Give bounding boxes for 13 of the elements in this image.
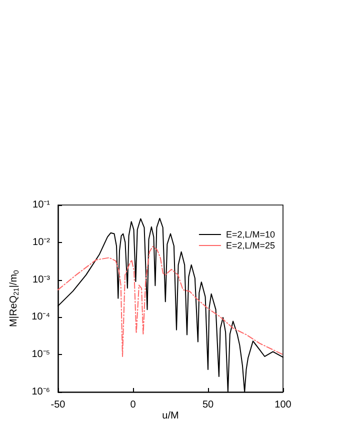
x-tick-label: 50 bbox=[202, 400, 214, 410]
y-tick-label: 10⁻⁴ bbox=[32, 312, 50, 323]
x-tick-label: -50 bbox=[50, 400, 66, 410]
y-tick-label: 10⁻⁶ bbox=[32, 386, 50, 398]
x-tick-label: 100 bbox=[274, 400, 292, 410]
x-axis-title: u/M bbox=[162, 410, 179, 422]
legend-label: E=2,L/M=25 bbox=[226, 240, 276, 250]
legend-label: E=2,L/M=10 bbox=[226, 230, 276, 240]
x-tick-label: 0 bbox=[130, 400, 136, 410]
y-tick-label: 10⁻⁵ bbox=[32, 349, 50, 360]
y-tick-label: 10⁻² bbox=[32, 236, 51, 248]
y-tick-label: 10⁻³ bbox=[32, 274, 51, 286]
y-tick-label: 10⁻¹ bbox=[32, 200, 51, 210]
